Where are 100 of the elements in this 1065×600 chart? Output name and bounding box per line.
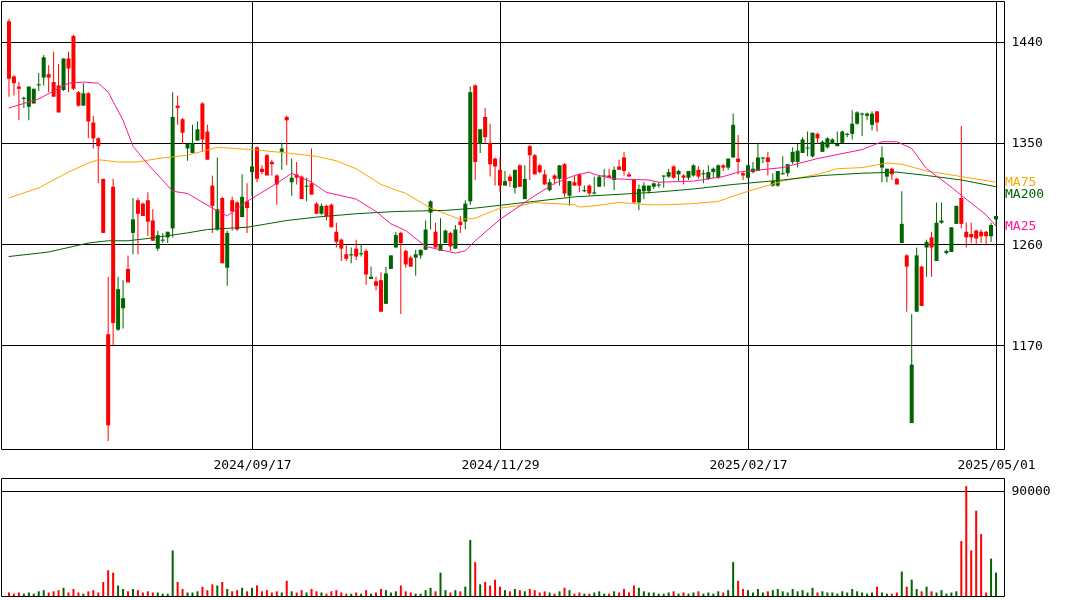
bar: [290, 591, 293, 596]
bar: [598, 591, 601, 596]
bar: [246, 591, 249, 596]
bar: [102, 581, 105, 596]
bar: [320, 592, 323, 596]
bar: [231, 591, 234, 596]
y-tick-label: 90000: [1011, 483, 1051, 499]
bar: [990, 558, 993, 596]
x-tick-label: 2024/11/29: [461, 456, 540, 472]
bar: [355, 592, 358, 596]
bar: [122, 588, 125, 596]
bar: [905, 586, 908, 596]
bar: [985, 592, 988, 596]
bar: [117, 585, 120, 596]
bar: [265, 590, 268, 596]
bar: [856, 591, 859, 596]
bar: [831, 592, 834, 596]
bar: [97, 592, 100, 596]
bar: [791, 588, 794, 596]
bar: [875, 586, 878, 596]
bar: [444, 590, 447, 596]
bar: [27, 592, 30, 596]
bar: [330, 591, 333, 596]
bar: [92, 590, 95, 596]
bar: [107, 570, 110, 596]
bar: [375, 592, 378, 596]
bar: [920, 591, 923, 596]
bar: [251, 587, 254, 596]
y-tick-label: 1170: [1011, 337, 1043, 353]
bar: [538, 592, 541, 596]
bar: [623, 588, 626, 596]
bar: [632, 585, 635, 596]
bar: [970, 550, 973, 596]
bar: [722, 592, 725, 596]
bar: [950, 592, 953, 596]
x-tick-label: 2025/05/01: [957, 456, 1036, 472]
bar: [389, 592, 392, 596]
bar: [434, 591, 437, 596]
bar: [255, 585, 258, 596]
bar: [52, 591, 55, 596]
bar: [77, 592, 80, 596]
bar: [449, 592, 452, 596]
bar: [141, 592, 144, 596]
bar: [737, 580, 740, 596]
bar: [578, 592, 581, 596]
bar: [474, 562, 477, 596]
bar: [548, 592, 551, 596]
bar: [270, 592, 273, 596]
bar: [503, 590, 506, 596]
bar: [236, 590, 239, 596]
bar: [871, 592, 874, 596]
bar: [682, 592, 685, 596]
bar: [796, 591, 799, 596]
bar: [464, 586, 467, 596]
bar: [742, 588, 745, 596]
bar: [637, 587, 640, 596]
bar: [647, 592, 650, 596]
bar: [424, 590, 427, 596]
bar: [300, 590, 303, 596]
bar: [171, 550, 174, 596]
x-tick-label: 2025/02/17: [709, 456, 788, 472]
bar: [17, 592, 20, 596]
bar: [62, 587, 65, 596]
bar: [697, 591, 700, 596]
bar: [489, 585, 492, 596]
bar: [861, 592, 864, 596]
bar: [826, 592, 829, 596]
bar: [181, 588, 184, 596]
bar: [751, 592, 754, 596]
bar: [518, 590, 521, 596]
bar: [469, 539, 472, 596]
bar: [399, 585, 402, 596]
bar: [727, 590, 730, 596]
bar: [816, 592, 819, 596]
line-series: [8, 81, 997, 254]
bar: [841, 591, 844, 596]
x-tick-label: 2024/09/17: [213, 456, 292, 472]
bar: [499, 586, 502, 596]
bar: [226, 588, 229, 596]
bar: [176, 581, 179, 596]
bar: [186, 592, 189, 596]
bar: [960, 541, 963, 596]
bar: [935, 592, 938, 596]
bar: [439, 572, 442, 596]
bar: [241, 587, 244, 596]
candlestick: [939, 202, 944, 224]
bar: [260, 591, 263, 596]
bar: [558, 591, 561, 596]
bar: [221, 581, 224, 596]
bar: [285, 580, 288, 596]
bar: [365, 590, 368, 596]
y-tick-label: 1260: [1011, 236, 1043, 252]
bar: [766, 591, 769, 596]
bar: [315, 591, 318, 596]
bar: [47, 592, 50, 596]
bar: [593, 592, 596, 596]
bar: [394, 591, 397, 596]
bar: [811, 587, 814, 596]
bar: [642, 591, 645, 596]
bar: [112, 572, 115, 596]
